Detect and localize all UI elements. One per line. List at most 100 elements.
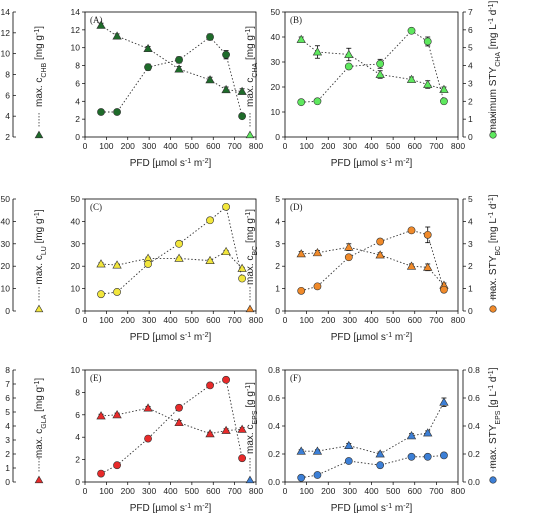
- data-point-triangle: [237, 86, 247, 95]
- panel-letter: (E): [90, 373, 102, 383]
- legend-circle-marker: [489, 476, 497, 484]
- x-tick-label: 800: [249, 141, 263, 151]
- panel-letter: (B): [290, 15, 302, 25]
- x-tick-label: 300: [142, 315, 156, 325]
- secondary-y-tick-label: 4: [5, 111, 10, 121]
- panel-letter: (C): [90, 202, 102, 212]
- data-point-triangle: [96, 259, 106, 268]
- y-tick-label: 1: [275, 284, 280, 294]
- secondary-y-tick-label: 0.8: [468, 365, 480, 375]
- x-tick-label: 200: [321, 141, 335, 151]
- series-triangle: [96, 403, 247, 438]
- data-point-circle: [238, 112, 247, 121]
- x-tick-label: 300: [343, 315, 357, 325]
- data-point-circle: [344, 62, 353, 71]
- series-line: [301, 401, 445, 455]
- x-tick-label: 600: [408, 141, 422, 151]
- secondary-y-tick-label: 40: [1, 216, 11, 226]
- secondary-y-tick-label: 3: [5, 435, 10, 445]
- data-point-circle: [423, 230, 432, 239]
- secondary-y-tick-label: 6: [468, 25, 473, 35]
- y-tick-label: 0: [75, 306, 80, 316]
- legend-triangle-marker: [34, 304, 44, 313]
- secondary-y-tick-label: 2: [468, 261, 473, 271]
- series-line: [100, 25, 243, 92]
- y-tick-label: 30: [71, 239, 81, 249]
- legend-circle-marker: [489, 131, 497, 139]
- y-tick-label: 50: [271, 7, 281, 17]
- y-tick-label: 20: [71, 261, 81, 271]
- plot-frame: [84, 11, 257, 138]
- data-point-circle: [238, 274, 247, 283]
- data-point-triangle: [205, 255, 215, 265]
- x-tick-label: 800: [451, 486, 465, 496]
- series-line: [100, 205, 243, 295]
- secondary-axis-title: max. STYEPS [g L-1 d-1]: [488, 367, 502, 468]
- y-tick-label: 4: [75, 96, 80, 106]
- data-point-circle: [440, 285, 448, 294]
- y-tick-label: 5: [275, 194, 280, 204]
- data-point-circle: [113, 461, 121, 470]
- x-tick-label: 100: [300, 315, 314, 325]
- x-tick-label: 200: [121, 141, 135, 151]
- secondary-y-tick-label: 0: [5, 306, 10, 316]
- secondary-y-tick-label: 4: [468, 216, 473, 226]
- x-tick-label: 0: [283, 486, 288, 496]
- series-circle: [297, 226, 448, 295]
- data-point-circle: [97, 108, 105, 116]
- y-tick-label: 8: [75, 61, 80, 71]
- data-point-circle: [222, 375, 230, 384]
- x-tick-label: 600: [206, 141, 220, 151]
- secondary-y-tick-label: 1: [5, 463, 10, 473]
- data-point-triangle: [221, 246, 231, 256]
- series-circle: [97, 375, 247, 478]
- x-tick-label: 500: [185, 141, 199, 151]
- y-tick-label: 10: [71, 284, 81, 294]
- data-point-triangle: [221, 425, 231, 434]
- legend-triangle-marker: [34, 130, 44, 139]
- secondary-y-tick-label: 4: [5, 421, 10, 431]
- data-point-circle: [222, 50, 230, 59]
- data-point-triangle: [375, 69, 385, 78]
- series-triangle: [296, 242, 449, 289]
- y-tick-label: 50: [71, 194, 81, 204]
- secondary-y-tick-label: 20: [1, 261, 11, 271]
- secondary-y-tick-label: 4: [468, 61, 473, 71]
- data-point-circle: [313, 471, 322, 479]
- secondary-y-tick-label: 0.4: [468, 421, 480, 431]
- x-tick-label: 400: [163, 315, 177, 325]
- data-point-circle: [376, 237, 385, 246]
- x-tick-label: 300: [343, 141, 357, 151]
- y-tick-label: 3: [275, 239, 280, 249]
- y-tick-label: 4: [275, 216, 280, 226]
- secondary-y-tick-label: 2: [5, 449, 10, 459]
- legend-triangle-marker: [245, 130, 255, 139]
- y-tick-label: 10: [271, 107, 281, 117]
- series-circle: [97, 33, 247, 121]
- data-point-triangle: [112, 31, 122, 40]
- data-point-triangle: [439, 397, 449, 406]
- x-tick-label: 100: [99, 486, 113, 496]
- x-tick-label: 600: [206, 486, 220, 496]
- data-point-triangle: [375, 250, 385, 259]
- x-tick-label: 700: [228, 141, 242, 151]
- y-tick-label: 0.2: [268, 449, 280, 459]
- data-point-triangle: [205, 75, 215, 84]
- data-point-triangle: [296, 34, 306, 43]
- data-point-triangle: [423, 428, 433, 437]
- series-line: [300, 39, 445, 90]
- left-axis-title: max. cCHB [mg g-1]: [34, 26, 48, 107]
- data-point-circle: [344, 253, 353, 262]
- x-tick-label: 200: [321, 486, 335, 496]
- panel-letter: (D): [290, 202, 303, 212]
- data-point-circle: [206, 216, 214, 225]
- series-line: [301, 454, 444, 479]
- data-point-circle: [423, 452, 432, 461]
- secondary-y-tick-label: 5: [468, 43, 473, 53]
- data-point-triangle: [174, 64, 184, 73]
- data-point-circle: [144, 260, 152, 268]
